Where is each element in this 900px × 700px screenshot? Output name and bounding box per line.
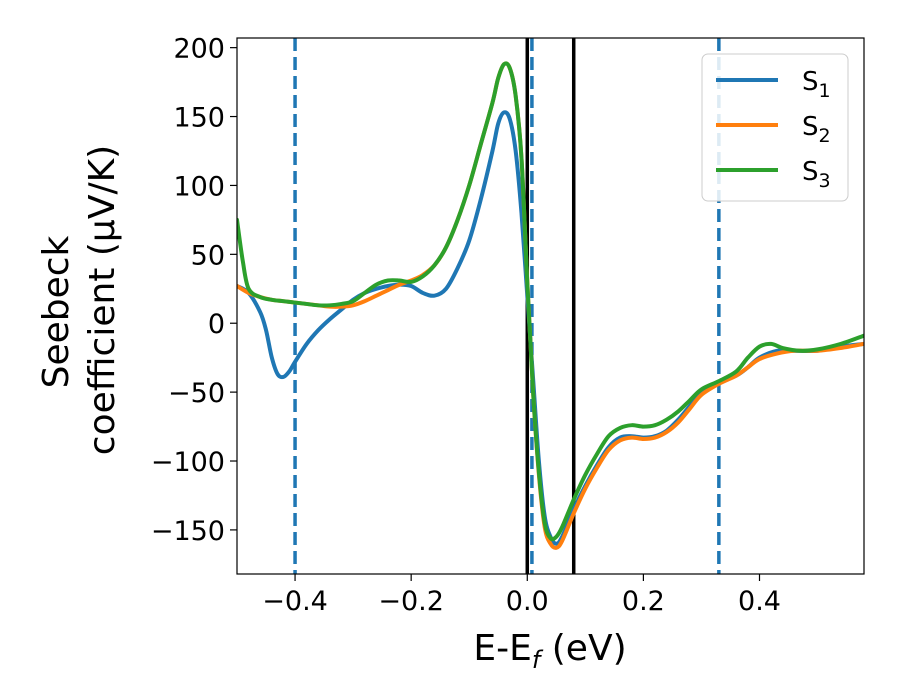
y-tick-label-100: 100: [173, 171, 225, 202]
x-tick-label-0: 0.0: [506, 586, 549, 617]
y-tick-label-50: 50: [191, 240, 225, 271]
y-axis-label-line1: Seebeck: [36, 235, 77, 388]
legend-label-s1: S1: [802, 67, 831, 102]
plot-frame: [236, 37, 865, 575]
x-tick-label-0-4: −0.4: [262, 586, 328, 617]
y-tick-label-50: −50: [168, 378, 225, 409]
y-tick-label-200: 200: [173, 34, 225, 65]
y-tick-label-150: −150: [151, 516, 225, 547]
legend: S1 S2 S3: [701, 53, 849, 202]
series-line-s3: [237, 61, 864, 542]
y-axis-label-line2: coefficient (μV/K): [82, 145, 123, 455]
legend-label-s3: S3: [802, 157, 831, 192]
y-axis-ticks: 200 150 100 50 0 −50 −100 −150: [151, 34, 237, 547]
legend-box: [701, 53, 849, 202]
legend-label-s2: S2: [802, 112, 831, 147]
series-lines: [237, 61, 864, 550]
x-tick-label-0-2: −0.2: [378, 586, 444, 617]
x-axis-ticks: −0.4 −0.2 0.0 0.2 0.4: [262, 574, 781, 617]
y-tick-label-150: 150: [173, 103, 225, 134]
y-tick-label-100: −100: [151, 447, 225, 478]
y-tick-label-0: 0: [208, 309, 225, 340]
x-axis-label: E-Ef (eV): [473, 628, 626, 674]
x-tick-label-0-2: 0.2: [622, 586, 665, 617]
x-tick-label-0-4: 0.4: [738, 586, 781, 617]
